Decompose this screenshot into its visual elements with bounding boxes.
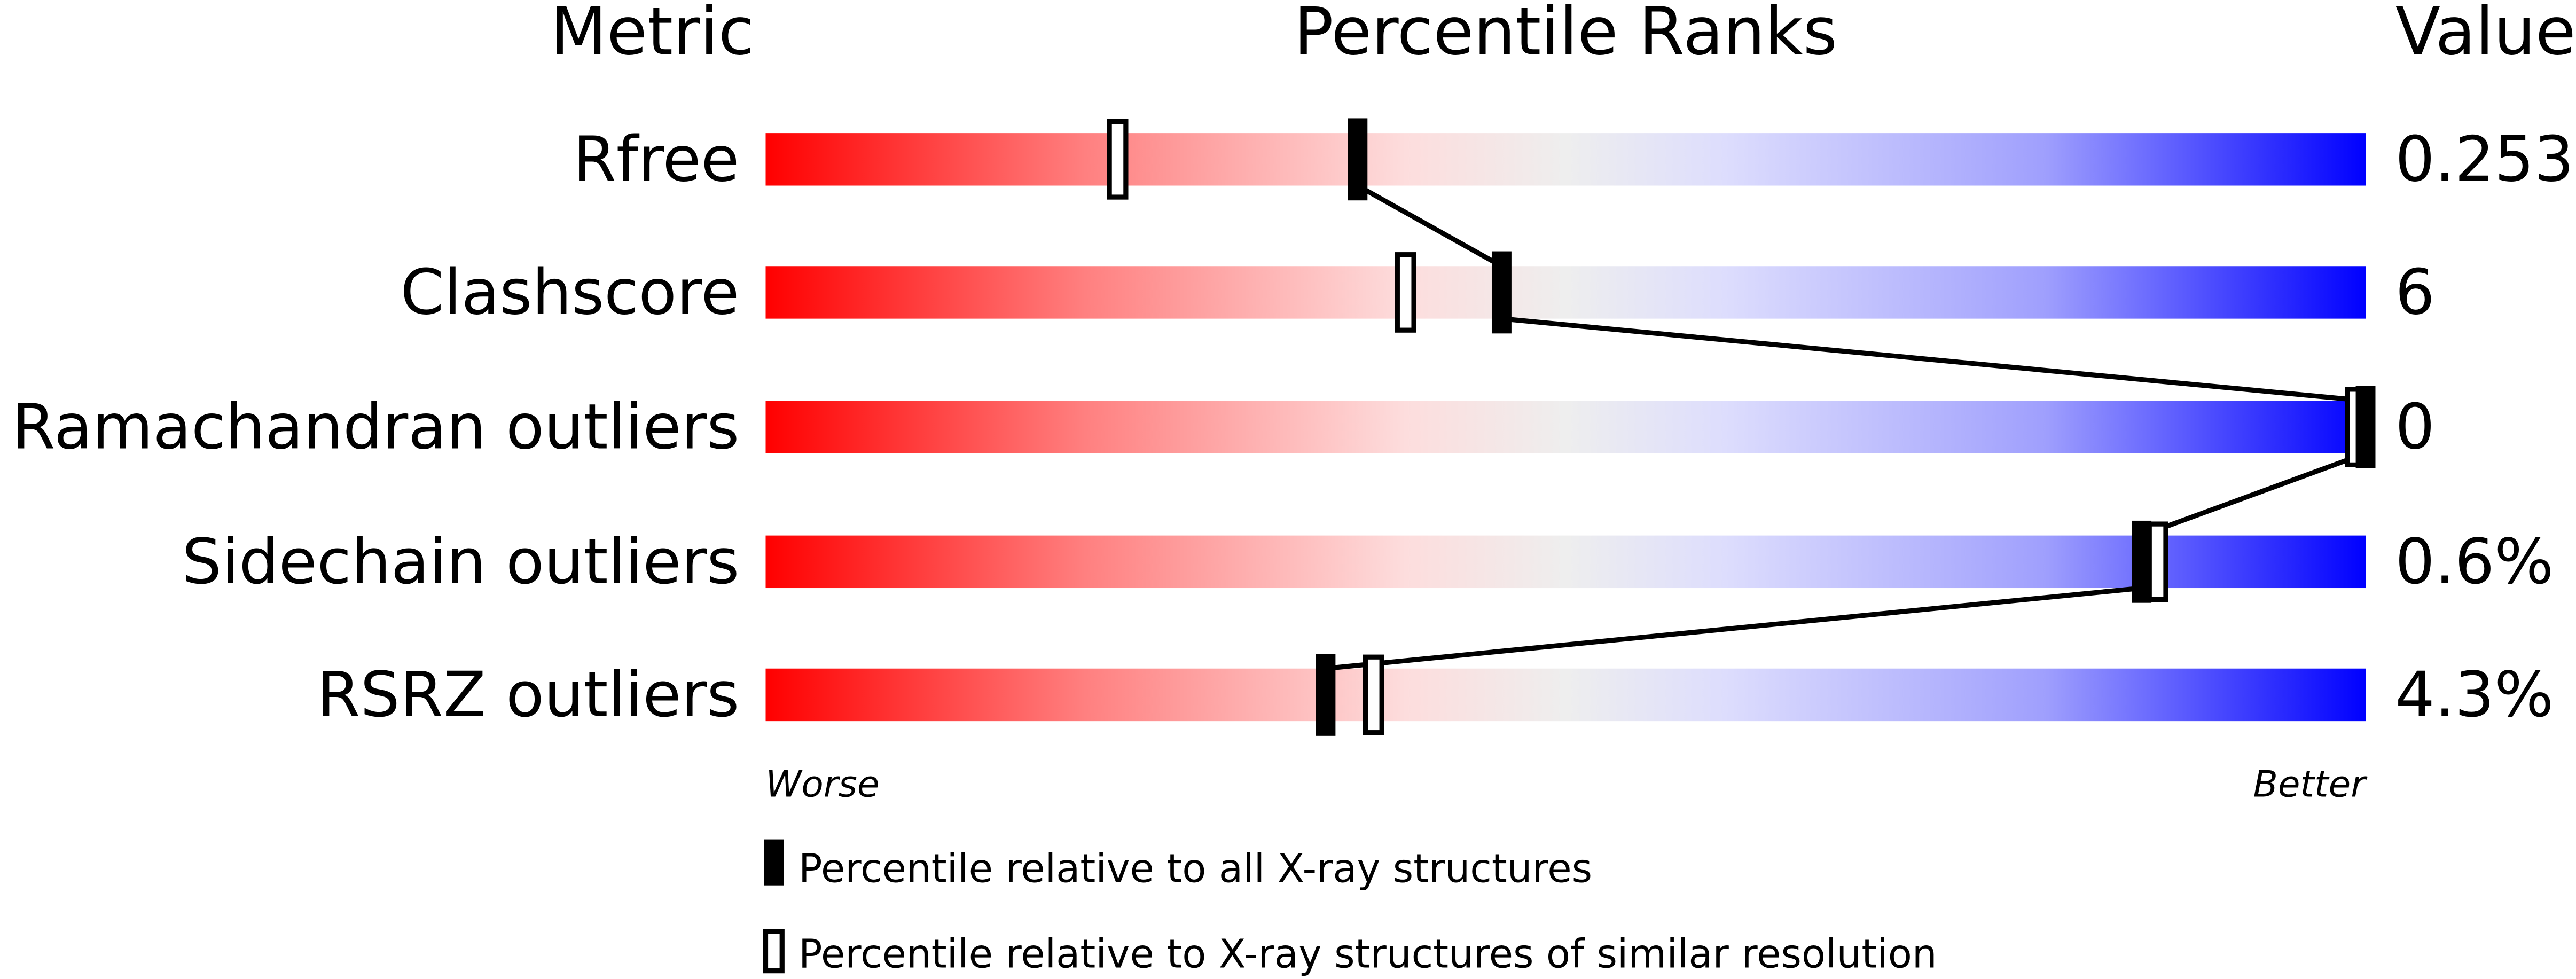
marker-all [1491,251,1512,334]
metric-label: Ramachandran outliers [12,391,739,464]
metric-value: 4.3% [2395,659,2554,731]
header-metric: Metric [550,0,754,70]
legend-similar: Percentile relative to X-ray structures … [798,931,1937,977]
connector-line [1501,316,2366,404]
metric-value: 0 [2395,391,2434,464]
header-percentile: Percentile Ranks [1294,0,1837,70]
percentile-bar [765,133,2366,186]
marker-all [2132,520,2152,603]
connector-line [2141,451,2367,538]
metric-label: RSRZ outliers [317,659,739,731]
metric-value: 0.6% [2395,526,2554,598]
connector-line [1325,585,2142,671]
metric-value: 6 [2395,256,2434,328]
connector-line [1356,183,1503,269]
marker-similar [1107,119,1129,200]
percentile-bar [765,401,2366,453]
metric-value: 0.253 [2395,123,2574,195]
legend-all: Percentile relative to all X-ray structu… [798,846,1592,892]
marker-similar [1395,252,1416,333]
marker-all [1316,654,1336,736]
metric-label: Sidechain outliers [182,526,739,598]
axis-better-label: Better [2253,763,2368,805]
percentile-bar [765,266,2366,319]
metric-label: Clashscore [401,256,740,328]
marker-all [1348,118,1368,201]
header-value: Value [2395,0,2576,70]
marker-all [2355,386,2376,468]
percentile-bar [765,535,2366,589]
marker-similar [2147,521,2168,602]
metric-label: Rfree [573,123,740,195]
marker-similar [1363,654,1384,735]
legend-open-marker [763,929,785,974]
axis-worse-label: Worse [765,763,879,805]
legend-filled-marker [764,839,784,886]
percentile-bar [765,668,2366,722]
